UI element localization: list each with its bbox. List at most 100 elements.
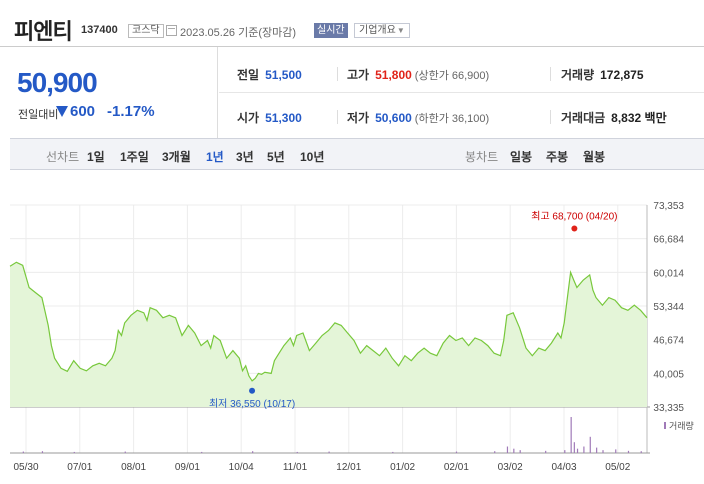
down-arrow-icon [56, 106, 68, 117]
volume-bar [602, 450, 604, 453]
divider [550, 110, 551, 124]
divider [337, 67, 338, 81]
high-value: 51,800 [375, 68, 412, 82]
period-1y[interactable]: 1년 [206, 150, 224, 164]
period-10y[interactable]: 10년 [300, 150, 325, 164]
low-price: 저가 50,600 (하한가 36,100) [347, 109, 489, 126]
x-tick-label: 01/02 [390, 462, 415, 473]
max-marker [571, 225, 578, 232]
volume-bar [494, 451, 496, 453]
volume-bar [506, 446, 509, 453]
candle-chart-label: 봉차트 [465, 150, 499, 164]
x-tick-label: 10/04 [229, 462, 254, 473]
open-label: 시가 [237, 111, 260, 125]
volume-bar [392, 451, 394, 453]
candle-monthly[interactable]: 월봉 [583, 150, 606, 164]
volume-bar [41, 451, 44, 453]
volume-bar [583, 446, 585, 453]
high-label: 고가 [347, 68, 370, 82]
prev-close: 전일 51,500 [237, 66, 302, 83]
trade-value-unit: 백만 [644, 111, 667, 125]
volume-bar [73, 451, 75, 453]
volume-bar [328, 451, 330, 453]
period-5y[interactable]: 5년 [267, 150, 285, 164]
x-tick-label: 05/30 [13, 462, 38, 473]
max-label: 최고 68,700 (04/20) [531, 210, 617, 222]
y-tick-label: 46,674 [653, 336, 684, 347]
volume-bar [513, 448, 515, 453]
chart-svg: 73,353 66,684 60,014 53,344 46,674 40,005 33,3… [9, 201, 694, 473]
x-tick-label: 05/02 [605, 462, 630, 473]
x-tick-label: 03/02 [498, 462, 523, 473]
min-marker [249, 387, 256, 394]
volume-bar [124, 451, 126, 453]
line-chart-label: 선차트 [46, 150, 80, 164]
volume-bar [22, 451, 24, 453]
period-3m[interactable]: 3개월 [162, 150, 191, 164]
x-tick-label: 02/01 [444, 462, 469, 473]
trade-value: 거래대금 8,832 백만 [561, 109, 667, 126]
chevron-down-icon: ▼ [396, 26, 405, 35]
period-1d[interactable]: 1일 [87, 150, 105, 164]
trade-value-amount: 8,832 [611, 111, 642, 125]
low-label: 저가 [347, 111, 370, 125]
change-amount: 600 [70, 103, 96, 120]
prev-close-label: 전일 [237, 68, 260, 82]
company-overview-button[interactable]: 기업개요▼ [354, 23, 410, 38]
volume-bar [573, 442, 575, 453]
market-badge: 코스닥 [128, 24, 164, 38]
y-tick-label: 66,684 [653, 235, 684, 246]
period-3y[interactable]: 3년 [236, 150, 254, 164]
period-1w[interactable]: 1주일 [120, 150, 149, 164]
x-tick-label: 11/01 [283, 462, 308, 473]
quote-panel: 50,900 전일대비 600 -1.17% 전일 51,500 고가 51,800… [0, 46, 704, 139]
stock-header: 피엔티 137400 코스닥 2023.05.26 기준(장마감) 실시간 기업… [0, 0, 704, 46]
candle-daily[interactable]: 일봉 [510, 150, 533, 164]
period-selector: 선차트 1일 1주일 3개월 1년 3년 5년 10년 봉차트 일봉 주봉 월봉 [10, 138, 704, 170]
volume-legend-label: 거래량 [669, 420, 694, 431]
lower-limit: (하한가 36,100) [414, 113, 490, 125]
high-price: 고가 51,800 (상한가 66,900) [347, 66, 489, 83]
candle-weekly[interactable]: 주봉 [546, 150, 569, 164]
volume-bar [589, 436, 591, 453]
open-price: 시가 51,300 [237, 109, 302, 126]
volume: 거래량 172,875 [561, 66, 644, 83]
min-label: 최저 36,550 (10/17) [209, 398, 295, 410]
stock-name: 피엔티 [14, 19, 73, 44]
y-tick-label: 33,335 [653, 403, 684, 414]
x-tick-label: 12/01 [336, 462, 361, 473]
volume-bar [252, 451, 254, 453]
x-tick-label: 04/03 [551, 462, 576, 473]
price-line [9, 261, 648, 382]
y-tick-label: 40,005 [653, 369, 684, 380]
calendar-icon [166, 25, 177, 36]
volume-value: 172,875 [600, 68, 644, 82]
x-tick-label: 08/01 [121, 462, 146, 473]
current-price: 50,900 [17, 67, 98, 98]
volume-bar [627, 450, 630, 453]
volume-bar [296, 451, 298, 453]
volume-bar [640, 451, 642, 453]
open-value: 51,300 [265, 111, 302, 125]
realtime-button[interactable]: 실시간 [314, 23, 348, 38]
y-tick-label: 73,353 [653, 201, 684, 212]
volume-bar [596, 447, 598, 453]
base-date: 2023.05.26 기준(장마감) [180, 27, 297, 39]
y-tick-label: 53,344 [653, 302, 684, 313]
volume-bar [615, 449, 617, 453]
prev-close-value: 51,500 [265, 68, 302, 82]
change-percent: -1.17% [107, 103, 155, 120]
volume-bar [576, 448, 579, 453]
volume-bar [564, 450, 566, 453]
change-label: 전일대비 [18, 109, 59, 121]
volume-legend-swatch [664, 422, 666, 429]
price-area-fill [10, 262, 647, 407]
volume-bar [455, 451, 458, 453]
stock-code: 137400 [81, 24, 118, 36]
x-tick-label: 09/01 [175, 462, 200, 473]
volume-bar [201, 451, 203, 453]
row-divider [219, 92, 704, 93]
y-tick-label: 60,014 [653, 268, 684, 279]
price-chart[interactable]: 73,353 66,684 60,014 53,344 46,674 40,005 33,3… [0, 170, 704, 484]
low-value: 50,600 [375, 111, 412, 125]
